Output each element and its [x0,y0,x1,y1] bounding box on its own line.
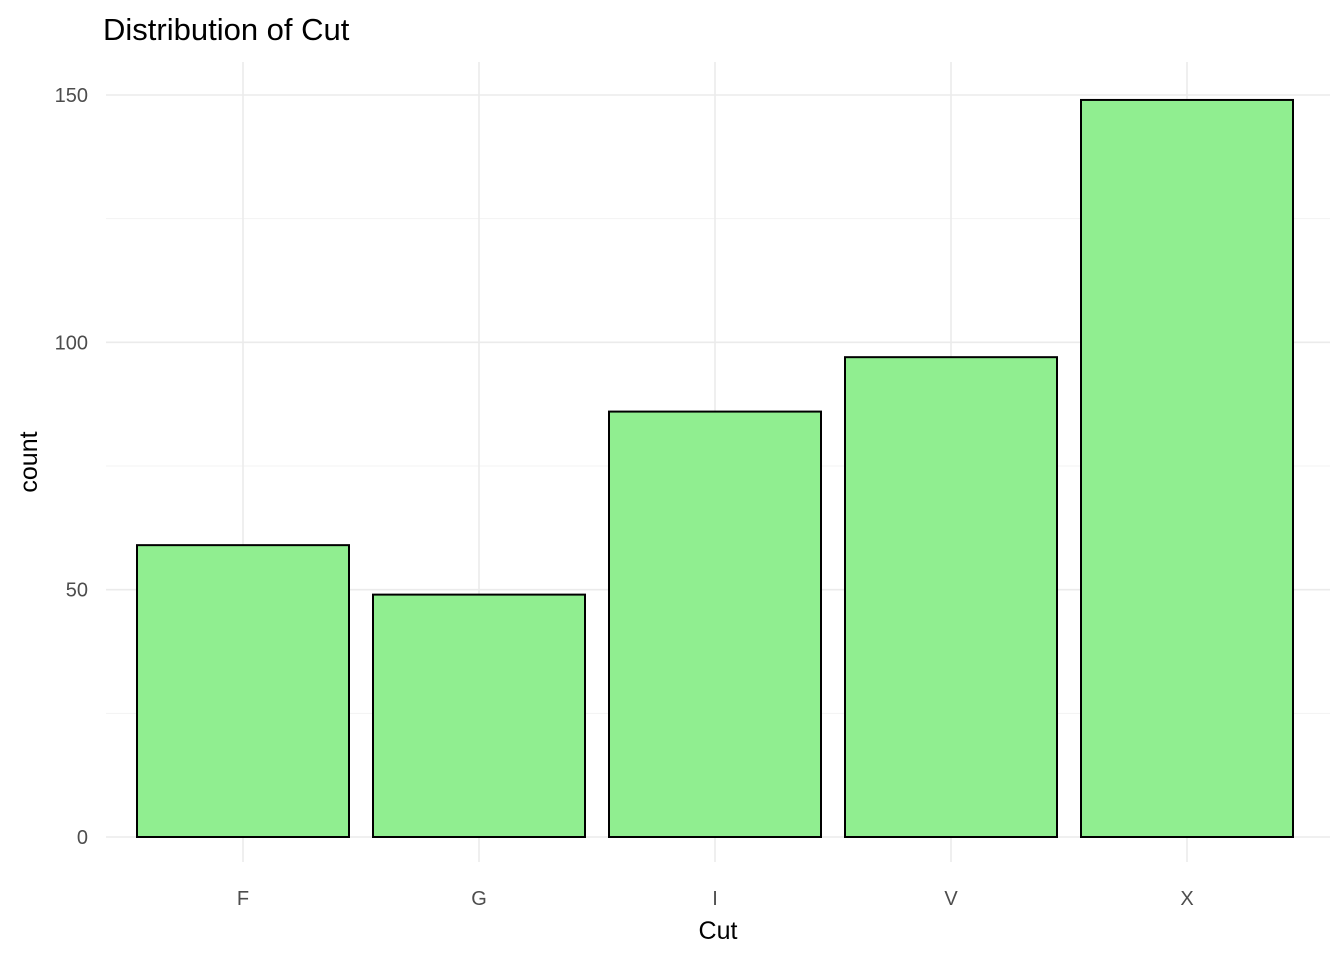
y-axis-tick-labels: 0 50 100 150 [55,85,88,849]
bar-I [608,410,822,838]
x-tick-label: I [712,888,718,910]
x-tick-label: F [237,888,249,910]
chart-title: Distribution of Cut [103,12,350,47]
y-tick-label: 50 [66,580,88,602]
bar-V [844,356,1058,838]
x-tick-label: G [471,888,487,910]
x-tick-label: V [944,888,958,910]
bar-F [136,544,350,838]
y-tick-label: 0 [77,827,88,849]
x-tick-label: X [1180,888,1193,910]
bars-layer [136,98,1294,839]
y-axis-title: count [15,431,43,492]
x-axis-title: Cut [699,917,738,945]
bar-G [372,593,586,839]
bar-X [1080,98,1294,839]
y-tick-label: 100 [55,332,88,354]
y-tick-label: 150 [55,85,88,107]
